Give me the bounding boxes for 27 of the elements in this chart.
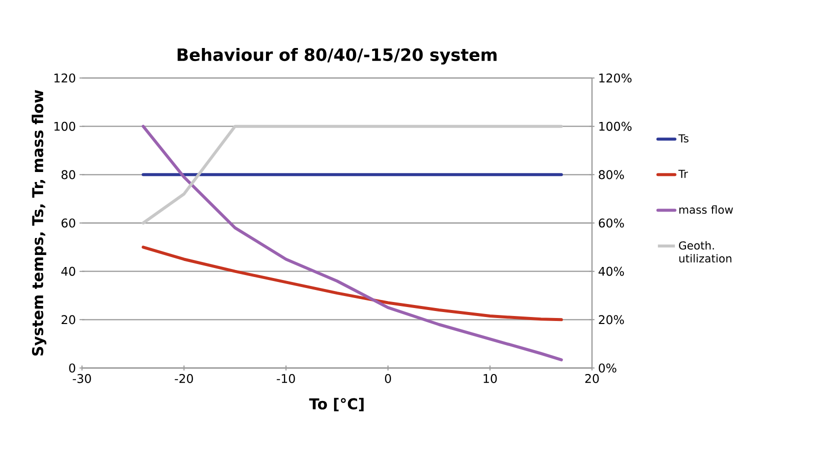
x-tick-label: -20 (174, 374, 193, 384)
y-tick-label: 80 (62, 170, 76, 180)
x-tick-label: 0 (384, 374, 392, 384)
x-tick-label: 20 (585, 374, 599, 384)
legend-label: Geoth. utilization (679, 241, 732, 263)
y2-tick-label: 80% (598, 170, 624, 180)
x-axis-title: To [°C] (309, 398, 364, 412)
y2-tick-label: 120% (599, 73, 632, 83)
legend-label: mass flow (679, 205, 733, 214)
y-tick-label: 100 (54, 122, 76, 131)
x-tick-label: -30 (72, 374, 91, 384)
y2-tick-label: 100% (599, 122, 632, 131)
y-tick-label: 40 (61, 266, 76, 276)
legend-label: Tr (678, 170, 688, 178)
y-tick-label: 120 (54, 73, 76, 83)
chart-title: Behaviour of 80/40/-15/20 system (178, 48, 497, 64)
y2-tick-label: 20% (598, 315, 624, 324)
y-tick-label: 60 (62, 218, 76, 228)
x-tick-label: 10 (484, 374, 497, 384)
y2-tick-label: 0% (598, 363, 616, 373)
y-tick-label: 0 (69, 363, 76, 373)
legend-label: Ts (678, 134, 688, 143)
y-axis-title: System temps, Ts, Tr, mass flow (32, 90, 46, 356)
x-tick-label: -10 (276, 374, 295, 384)
y-tick-label: 20 (62, 315, 76, 324)
y2-tick-label: 40% (598, 266, 624, 276)
y2-tick-label: 60% (598, 218, 624, 228)
